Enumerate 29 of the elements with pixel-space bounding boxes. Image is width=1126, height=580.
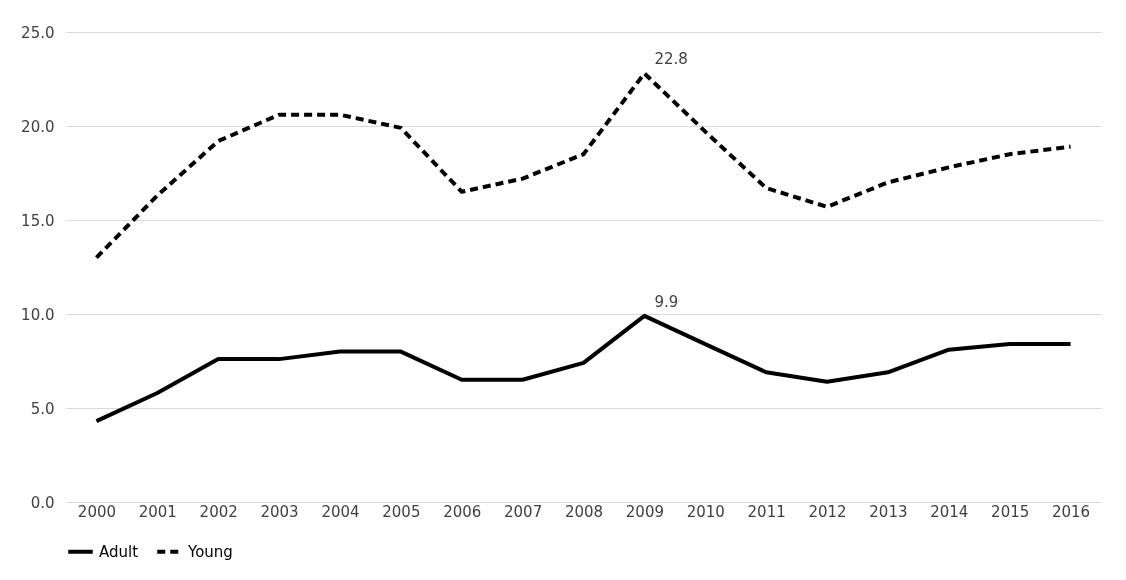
x-tick-label: 2001: [138, 502, 177, 521]
x-tick-label: 2016: [1051, 502, 1091, 521]
x-tick-label: 2005: [382, 502, 421, 521]
x-tick-label: 2008: [564, 502, 604, 521]
x-tick-label: 2012: [808, 502, 847, 521]
line-series: [94, 71, 1073, 260]
y-tick-label: 20.0: [21, 117, 55, 136]
x-tick-label: 2004: [321, 502, 360, 521]
x-tick-label: 2014: [930, 502, 969, 521]
x-tick-label: 2007: [504, 502, 543, 521]
x-tick-label: 2009: [625, 502, 664, 521]
data-label: 9.9: [654, 292, 679, 311]
legend-label: Young: [187, 542, 233, 561]
y-tick-label: 10.0: [21, 305, 55, 324]
x-tick-label: 2011: [747, 502, 786, 521]
y-tick-label: 15.0: [21, 211, 55, 230]
x-tick-label: 2013: [869, 502, 908, 521]
x-tick-label: 2010: [686, 502, 725, 521]
y-tick-label: 25.0: [21, 23, 55, 42]
x-tick-label: 2000: [77, 502, 117, 521]
y-tick-label: 0.0: [30, 493, 55, 512]
x-tick-label: 2002: [199, 502, 238, 521]
x-tick-label: 2015: [991, 502, 1030, 521]
data-label: 22.8: [654, 50, 688, 69]
line-series: [94, 313, 1073, 424]
x-tick-label: 2003: [260, 502, 299, 521]
legend-label: Adult: [99, 542, 139, 561]
x-tick-label: 2006: [443, 502, 482, 521]
y-tick-label: 5.0: [30, 399, 55, 418]
